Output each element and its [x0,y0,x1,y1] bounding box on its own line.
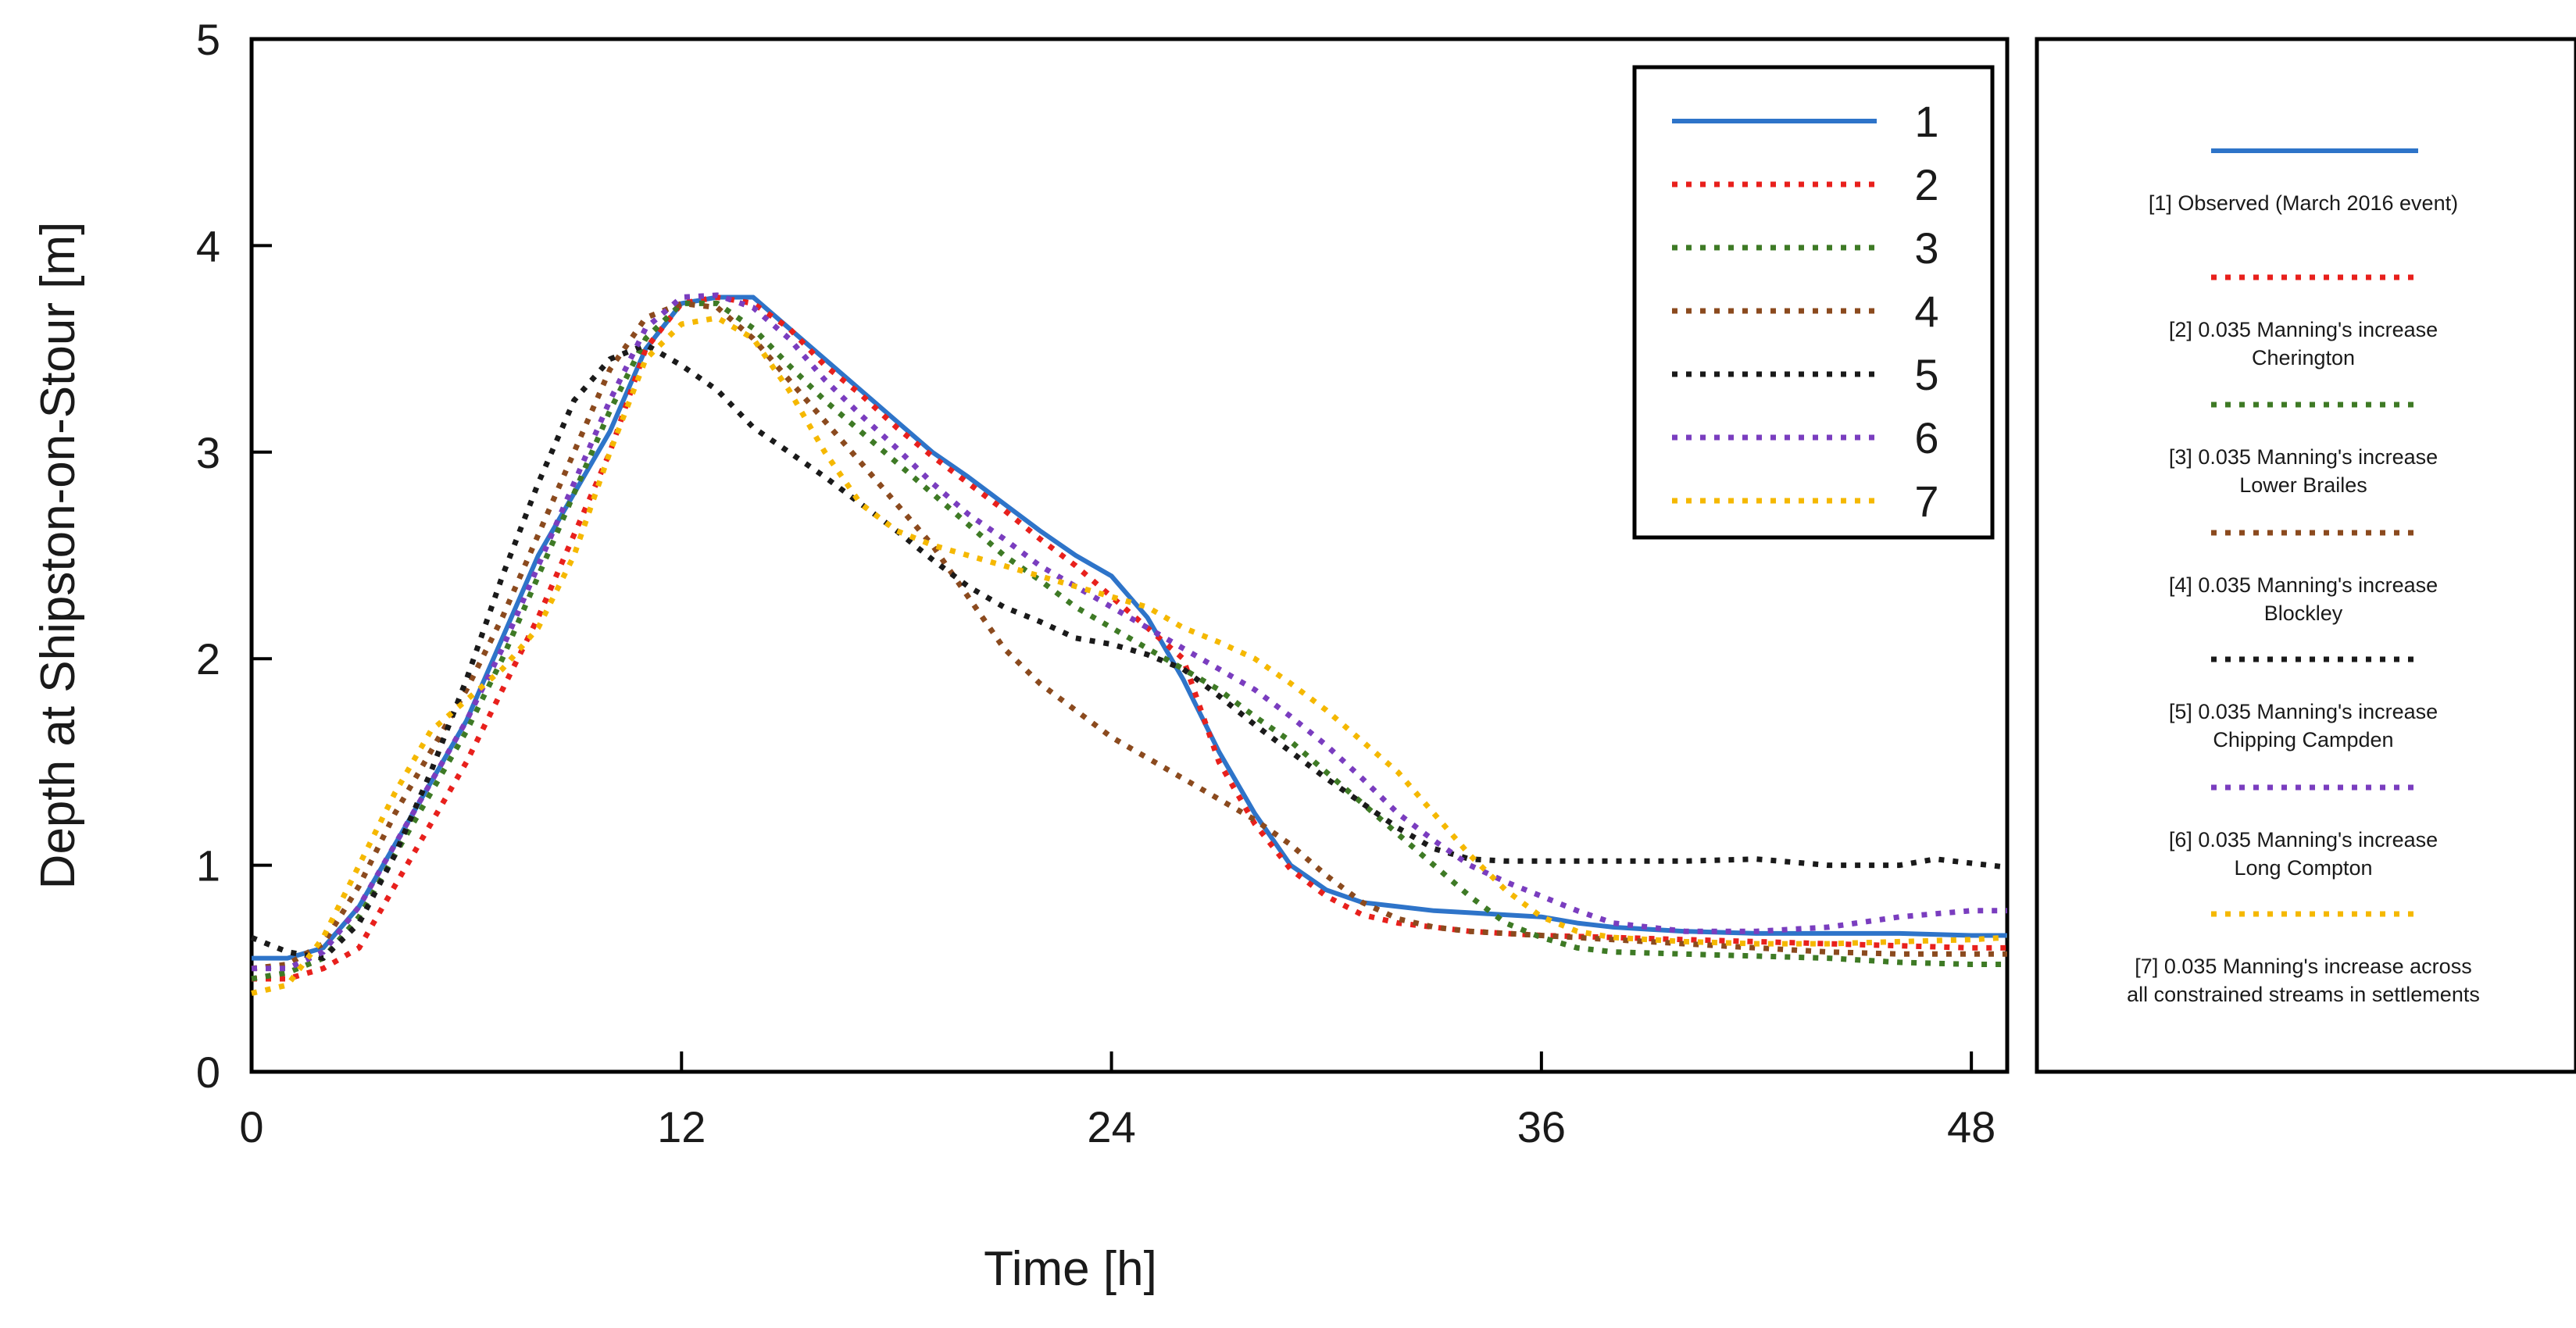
y-tick-label-4: 4 [196,221,220,270]
x-axis-title: Time [h] [984,1242,1157,1296]
y-tick-label-0: 0 [196,1048,220,1097]
series-line-2 [252,295,2007,982]
series-line-6 [252,292,2007,972]
inner-legend-label-2: 2 [1914,160,1938,209]
x-tick-label-48: 48 [1947,1102,1995,1151]
side-legend-text-2-line-2: Cherington [2252,346,2355,369]
side-legend-text-6-line-2: Long Compton [2234,856,2372,880]
inner-legend-label-4: 4 [1914,287,1938,336]
side-legend-text-3-line-2: Lower Brailes [2239,473,2367,497]
inner-legend-frame [1632,65,1995,540]
inner-legend-label-3: 3 [1914,223,1938,273]
side-legend-text-4-line-1: [4] 0.035 Manning's increase [2169,573,2438,597]
side-legend-text-6-line-1: [6] 0.035 Manning's increase [2169,828,2438,851]
inner-legend-label-7: 7 [1914,477,1938,526]
series-line-5 [250,341,2008,962]
inner-legend: 1 2 3 4 5 6 7 [1672,97,1939,526]
side-legend-text-5-line-2: Chipping Campden [2213,728,2393,751]
side-legend-text-2-line-1: [2] 0.035 Manning's increase [2169,318,2438,341]
y-tick-label-2: 2 [196,634,220,684]
series-line-3 [251,300,2007,982]
side-legend-text-7-line-2: all constrained streams in settlements [2127,983,2480,1006]
series-line-4 [251,300,2007,972]
side-legend-text-1-line-1: [1] Observed (March 2016 event) [2149,191,2458,215]
x-tick-label-0: 0 [239,1102,263,1151]
side-legend-text-3-line-1: [3] 0.035 Manning's increase [2169,445,2438,469]
y-tick-label-1: 1 [196,841,220,891]
inner-legend-label-5: 5 [1914,350,1938,399]
series-line-1 [252,295,2007,961]
side-legend-text-7-line-1: [7] 0.035 Manning's increase across [2135,955,2471,978]
x-tick-label-24: 24 [1087,1102,1135,1151]
side-legend: [1] Observed (March 2016 event) [2] 0.035… [2127,148,2480,1006]
inner-legend-label-6: 6 [1914,413,1938,462]
y-tick-label-5: 5 [196,15,220,64]
y-tick-label-3: 3 [196,428,220,477]
inner-legend-label-1: 1 [1914,97,1938,146]
side-legend-text-5-line-1: [5] 0.035 Manning's increase [2169,700,2438,723]
side-legend-frame [2035,37,2576,1074]
data-lines [250,292,2008,996]
x-tick-label-36: 36 [1517,1102,1566,1151]
x-tick-label-12: 12 [657,1102,706,1151]
y-axis-title: Depth at Shipston-on-Stour [m] [31,222,85,890]
side-legend-text-4-line-2: Blockley [2264,602,2343,625]
plot-frame [249,37,2010,1074]
